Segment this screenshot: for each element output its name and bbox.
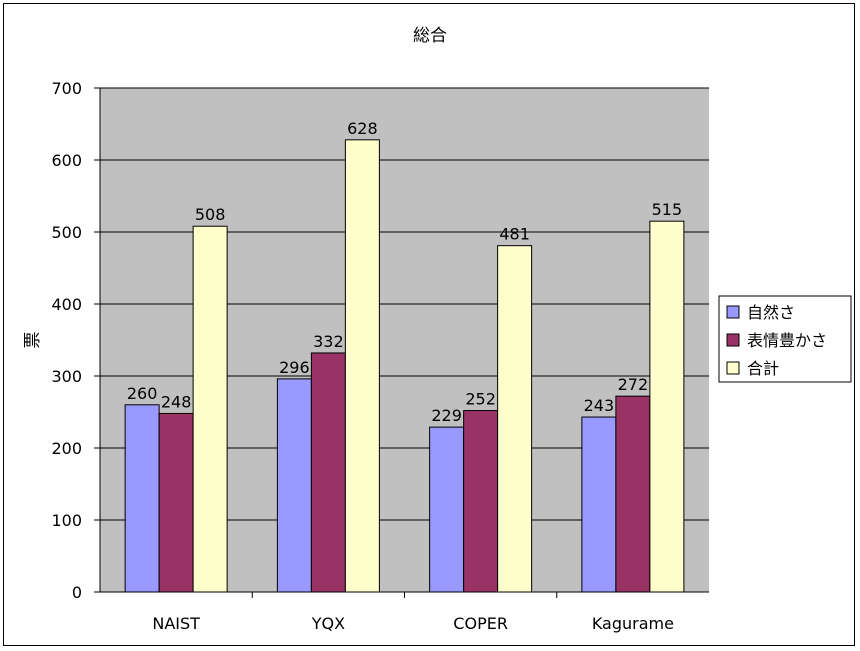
y-tick-label: 0 xyxy=(72,583,82,602)
legend-box xyxy=(718,295,852,383)
bar xyxy=(310,352,346,593)
bar xyxy=(276,378,312,593)
bar xyxy=(344,139,380,593)
bar xyxy=(615,395,651,593)
data-label: 481 xyxy=(499,225,530,244)
bar xyxy=(463,410,499,593)
bar xyxy=(429,426,465,593)
legend-label: 自然さ xyxy=(747,303,795,322)
data-label: 248 xyxy=(161,392,192,411)
data-label: 229 xyxy=(431,406,462,425)
bar xyxy=(124,404,160,593)
y-tick-label: 200 xyxy=(51,439,82,458)
bars xyxy=(124,139,685,593)
data-label: 628 xyxy=(347,119,378,138)
y-tick-label: 400 xyxy=(51,295,82,314)
legend-swatch xyxy=(726,305,740,319)
bar xyxy=(581,416,617,593)
bar xyxy=(192,225,228,593)
legend-swatch xyxy=(726,333,740,347)
y-tick-label: 500 xyxy=(51,223,82,242)
bar xyxy=(158,412,194,593)
x-tick-label: Kagurame xyxy=(592,614,674,633)
y-axis-label: 票 xyxy=(23,332,43,349)
data-label: 252 xyxy=(465,390,496,409)
x-axis-ticks: NAIST YQX COPER Kagurame xyxy=(152,592,674,633)
data-label: 296 xyxy=(279,358,310,377)
legend-label: 合計 xyxy=(747,359,779,378)
data-label: 260 xyxy=(127,384,158,403)
data-label: 332 xyxy=(313,332,344,351)
x-tick-label: YQX xyxy=(311,614,345,633)
y-tick-label: 300 xyxy=(51,367,82,386)
bar xyxy=(497,245,533,593)
chart-title: 総合 xyxy=(413,26,447,46)
legend-label: 表情豊かさ xyxy=(747,331,827,350)
x-tick-label: NAIST xyxy=(152,614,200,633)
data-label: 508 xyxy=(195,205,226,224)
legend-swatch xyxy=(726,361,740,375)
bar xyxy=(649,220,685,593)
y-tick-label: 100 xyxy=(51,511,82,530)
data-label: 243 xyxy=(584,396,615,415)
y-tick-label: 600 xyxy=(51,151,82,170)
data-label: 272 xyxy=(618,375,649,394)
y-axis-label-group: 票 xyxy=(23,332,43,349)
data-label: 515 xyxy=(652,200,683,219)
y-tick-label: 700 xyxy=(51,79,82,98)
y-axis-ticks: 0 100 200 300 400 500 600 700 xyxy=(51,79,709,602)
x-tick-label: COPER xyxy=(453,614,508,633)
